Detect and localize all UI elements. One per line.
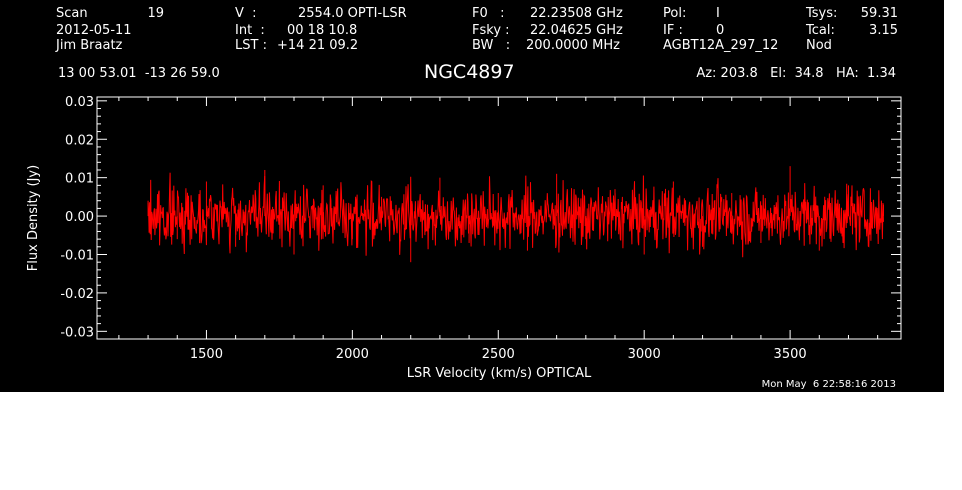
tsys-value: 59.31 [860,6,898,21]
pol-value: I [716,6,720,21]
tcal-value: 3.15 [869,23,898,38]
y-tick-label: 0.01 [65,172,94,187]
spectrum-noise-line [147,172,884,258]
lst-label: LST : [235,38,267,53]
scan-value: 19 [147,6,164,21]
x-tick-label: 3500 [774,347,807,362]
y-tick-label: 0.03 [65,95,94,110]
date-text: 2012-05-11 [56,23,132,38]
bw-value: 200.0000 MHz [526,38,620,53]
f0-value: 22.23508 GHz [530,6,623,21]
spectrum-chart: 1500 2000 2500 3000 3500 0.03 0.02 0.01 0.00 -0.0… [26,95,902,381]
int-label: Int : [235,23,265,38]
v-label: V : [235,6,257,21]
if-value: 0 [716,23,725,38]
fsky-value: 22.04625 GHz [530,23,623,38]
observer-text: Jim Braatz [56,38,123,53]
x-tick-label: 3000 [628,347,661,362]
y-tick-label: 0.00 [65,210,94,225]
fsky-label: Fsky : [472,23,510,38]
bw-label: BW : [472,38,511,53]
y-tick-label: -0.02 [60,287,94,302]
coords-text: 13 00 53.01 -13 26 59.0 [58,66,220,81]
x-tick-label: 1500 [190,347,223,362]
y-tick-label: -0.01 [60,248,94,263]
tcal-label: Tcal: [806,23,835,38]
spectrum-trace-group [147,166,884,263]
pol-label: Pol: [663,6,687,21]
y-tick-label: -0.03 [60,325,94,340]
y-tick-label: 0.02 [65,133,94,148]
if-label: IF : [663,23,683,38]
project-text: AGBT12A_297_12 [663,38,779,53]
lst-value: +14 21 09.2 [277,38,359,53]
plot-frame [96,96,902,340]
tick-group: 1500 2000 2500 3000 3500 0.03 0.02 0.01 0.00 -0.0… [60,95,901,362]
tsys-label: Tsys: [806,6,838,21]
int-value: 00 18 10.8 [287,23,358,38]
x-axis-label: LSR Velocity (km/s) OPTICAL [407,366,592,381]
y-axis-label: Flux Density (Jy) [26,165,41,271]
source-title: NGC4897 [424,61,515,83]
x-tick-label: 2000 [336,347,369,362]
x-tick-label: 2500 [482,347,515,362]
az-el-ha-text: Az: 203.8 El: 34.8 HA: 1.34 [696,66,896,81]
f0-label: F0 : [472,6,505,21]
timestamp: Mon May 6 22:58:16 2013 [761,379,896,390]
scan-label: Scan [56,6,88,21]
nod-text: Nod [806,38,832,53]
v-value: 2554.0 OPTI-LSR [298,6,407,21]
